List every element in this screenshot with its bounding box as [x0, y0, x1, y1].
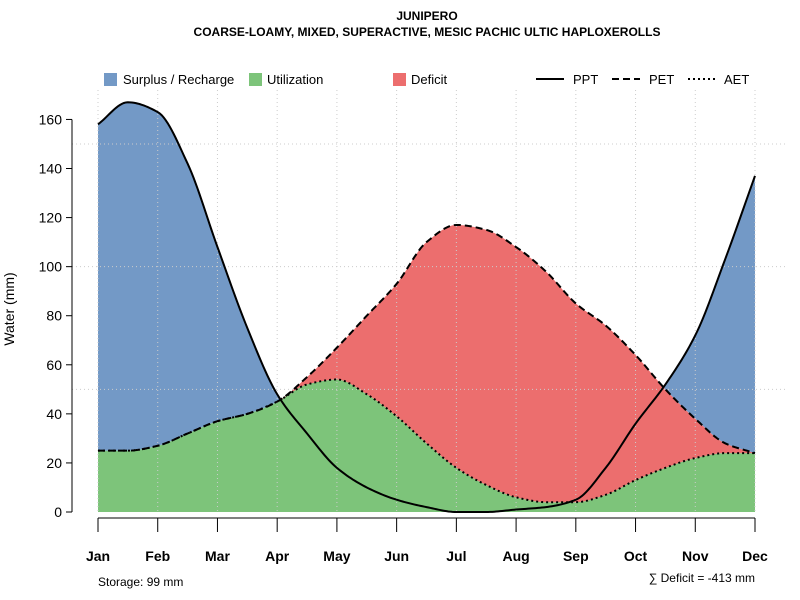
chart-title: JUNIPERO [396, 9, 457, 23]
legend-label-ppt: PPT [573, 72, 598, 87]
legend: Surplus / Recharge Utilization Deficit P… [104, 72, 749, 87]
x-tick-label-sep: Sep [563, 548, 589, 564]
y-tick-label: 120 [39, 210, 63, 226]
legend-label-pet: PET [649, 72, 674, 87]
legend-label-surplus: Surplus / Recharge [123, 72, 234, 87]
series-line-layer [97, 101, 756, 513]
chart-subtitle: COARSE-LOAMY, MIXED, SUPERACTIVE, MESIC … [194, 25, 661, 39]
axes-layer: 0 20 40 60 80 100 120 140 160 Jan Feb Mar Apr May Jun J… [39, 111, 768, 564]
legend-swatch-deficit [393, 73, 406, 86]
y-axis-label: Water (mm) [1, 272, 17, 345]
y-tick-label: 140 [39, 161, 63, 177]
y-tick-label: 0 [54, 504, 62, 520]
x-tick-label-oct: Oct [624, 548, 648, 564]
y-tick-label: 160 [39, 111, 63, 127]
y-tick-label: 20 [46, 455, 62, 471]
series-line-ppt [97, 101, 756, 513]
y-tick-label: 40 [46, 406, 62, 422]
storage-annotation: Storage: 99 mm [98, 575, 183, 589]
x-tick-label-feb: Feb [145, 548, 170, 564]
legend-label-aet: AET [724, 72, 749, 87]
y-tick-label: 100 [39, 259, 63, 275]
area-utilization [98, 379, 755, 512]
x-tick-label-jan: Jan [86, 548, 110, 564]
x-tick-label-dec: Dec [742, 548, 768, 564]
y-tick-label: 60 [46, 357, 62, 373]
legend-label-deficit: Deficit [411, 72, 448, 87]
area-deficit [98, 224, 755, 503]
legend-label-utilization: Utilization [267, 72, 323, 87]
x-tick-label-apr: Apr [265, 548, 290, 564]
x-tick-label-aug: Aug [502, 548, 529, 564]
grid-layer [72, 90, 785, 512]
y-tick-label: 80 [46, 308, 62, 324]
x-tick-label-nov: Nov [682, 548, 709, 564]
legend-swatch-surplus [104, 73, 117, 86]
deficit-annotation: ∑ Deficit = -413 mm [649, 571, 755, 585]
series-line-pet [98, 223, 756, 455]
area-layer [98, 102, 755, 512]
x-tick-label-jul: Jul [446, 548, 466, 564]
x-tick-label-jun: Jun [384, 548, 409, 564]
x-tick-label-mar: Mar [205, 548, 230, 564]
legend-swatch-utilization [249, 73, 262, 86]
x-tick-label-may: May [323, 548, 350, 564]
